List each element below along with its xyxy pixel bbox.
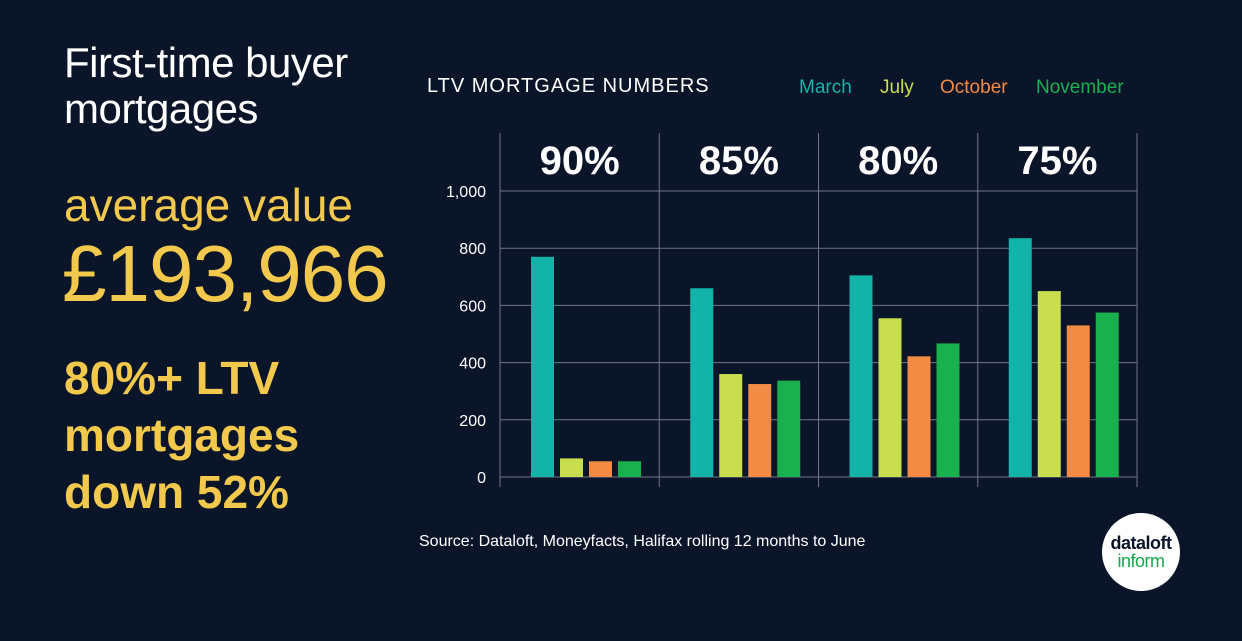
y-tick-label: 200 <box>459 413 486 430</box>
average-value-label: average value <box>64 179 353 231</box>
bar <box>907 356 931 477</box>
logo-line-2: inform <box>1117 551 1165 571</box>
y-tick-label: 800 <box>459 241 486 258</box>
legend-item: March <box>799 77 852 98</box>
bar <box>878 318 902 477</box>
bar <box>690 288 714 477</box>
y-tick-label: 0 <box>477 470 486 487</box>
category-label: 80% <box>858 139 938 183</box>
y-axis: 0 200 400 600 800 1,000 <box>446 184 486 487</box>
headline-line-2: mortgages <box>64 85 258 132</box>
bar <box>1008 238 1032 477</box>
bar <box>777 380 801 477</box>
category-label: 75% <box>1017 139 1097 183</box>
average-value: £193,966 <box>62 229 389 318</box>
legend-item: October <box>940 77 1008 98</box>
logo-line-1: dataloft <box>1110 533 1173 553</box>
category-label: 90% <box>540 139 620 183</box>
bar <box>560 458 583 477</box>
bars <box>531 238 1119 477</box>
y-tick-label: 400 <box>459 356 486 373</box>
y-tick-label: 600 <box>459 298 486 315</box>
bar <box>1066 325 1090 477</box>
bar <box>849 275 873 477</box>
bar <box>618 461 641 477</box>
callout-line-2: mortgages <box>64 409 300 461</box>
chart-legend: March July October November <box>799 77 1124 98</box>
bar <box>1037 291 1061 477</box>
callout-line-3: down 52% <box>64 466 289 518</box>
category-label: 85% <box>699 139 779 183</box>
headline: First-time buyer mortgages <box>64 40 348 132</box>
bar <box>748 384 772 477</box>
ltv-callout: 80%+ LTV mortgages down 52% <box>64 350 299 521</box>
chart-title: LTV MORTGAGE NUMBERS <box>427 75 710 97</box>
bar <box>719 374 743 477</box>
bar <box>1095 312 1119 477</box>
bar <box>531 256 554 477</box>
y-tick-label: 1,000 <box>446 184 486 201</box>
bar <box>936 343 960 477</box>
chart-source: Source: Dataloft, Moneyfacts, Halifax ro… <box>419 533 866 550</box>
legend-item: November <box>1036 77 1124 98</box>
legend-item: July <box>880 77 914 98</box>
category-labels: 90% 85% 80% 75% <box>540 139 1098 183</box>
headline-line-1: First-time buyer <box>64 39 348 86</box>
bar <box>589 461 612 477</box>
dataloft-logo: dataloft inform <box>1102 513 1180 591</box>
callout-line-1: 80%+ LTV <box>64 352 280 404</box>
